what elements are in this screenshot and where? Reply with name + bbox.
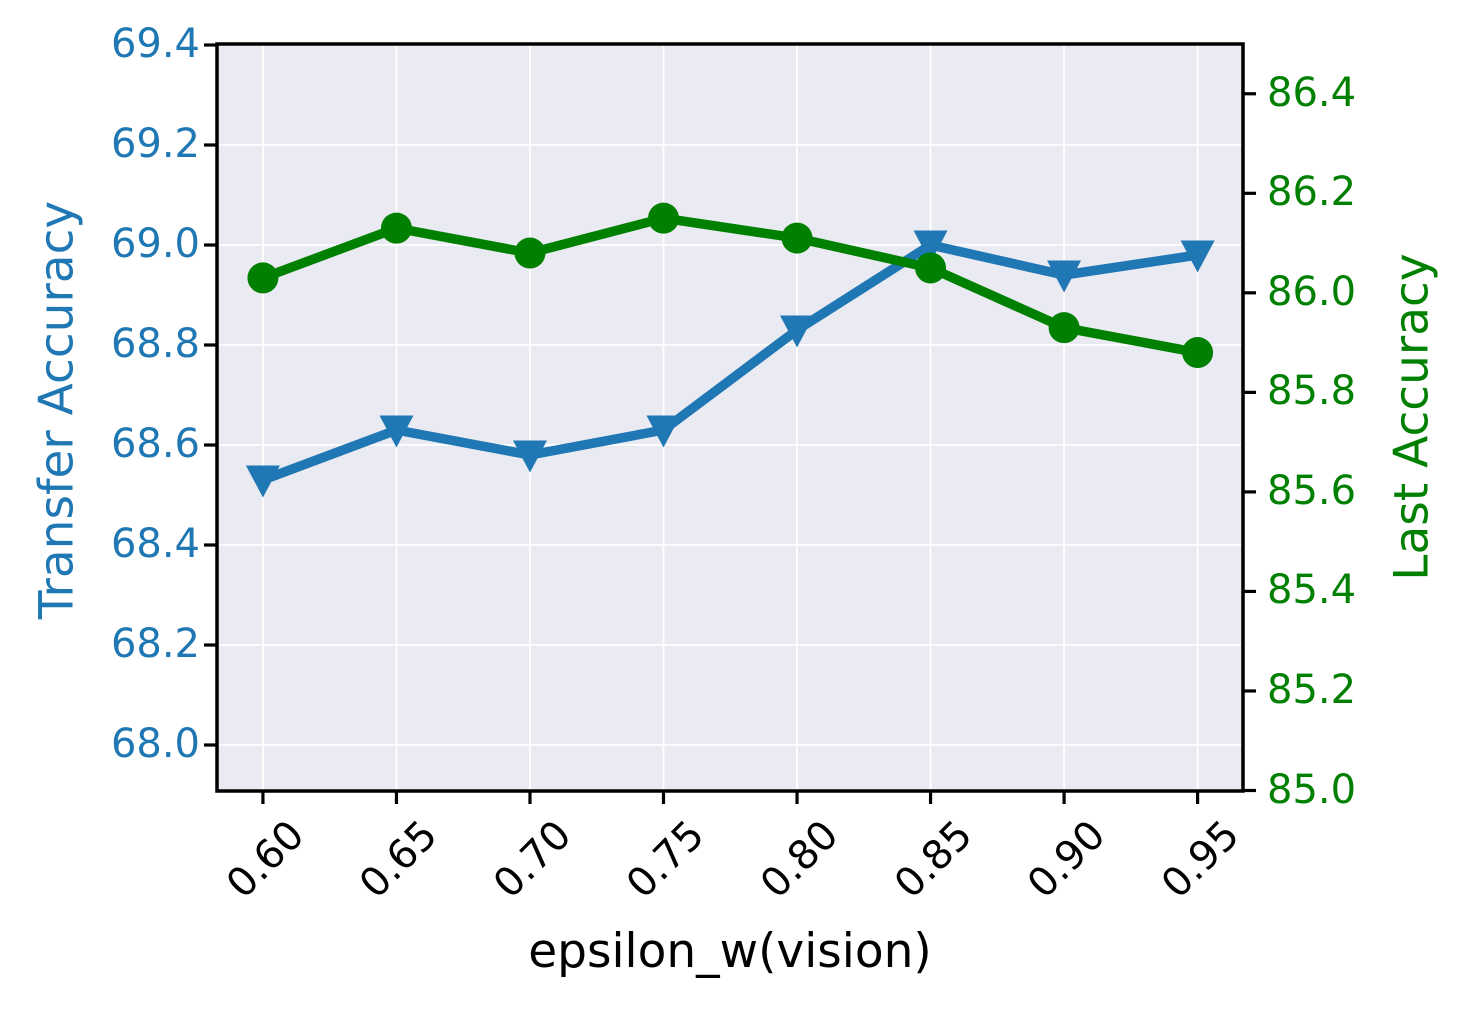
data-marker-triangle-down: [245, 465, 280, 498]
data-marker-circle: [514, 237, 546, 269]
series-line-last-accuracy: [258, 213, 1203, 358]
right-tick-label: 85.8: [1267, 368, 1357, 415]
series-line-transfer-accuracy: [258, 240, 1203, 485]
left-tick-label: 68.0: [110, 721, 200, 767]
data-marker-triangle-down: [1047, 260, 1082, 293]
right-tick-label: 86.2: [1267, 169, 1357, 216]
data-marker-triangle-down: [1180, 240, 1215, 273]
data-marker-triangle-down: [512, 440, 547, 473]
data-marker-triangle-down: [646, 415, 681, 448]
left-tick-label: 68.2: [110, 621, 200, 667]
data-marker-circle: [1182, 337, 1214, 369]
left-tick-label: 68.4: [110, 521, 200, 567]
data-marker-circle: [380, 212, 412, 244]
left-tick-label: 69.4: [110, 21, 200, 67]
data-marker-circle: [1048, 312, 1080, 344]
data-marker-triangle-down: [780, 315, 815, 348]
right-tick-label: 86.4: [1267, 69, 1357, 116]
left-axis-label: Transfer Accuracy: [29, 200, 85, 620]
right-tick-label: 85.4: [1267, 567, 1357, 614]
data-marker-circle: [648, 202, 680, 234]
left-tick-label: 68.8: [110, 321, 200, 367]
right-tick-label: 85.6: [1267, 467, 1357, 514]
left-tick-label: 68.6: [110, 421, 200, 467]
plot-background: [217, 44, 1243, 791]
left-tick-label: 69.0: [110, 221, 200, 267]
right-tick-label: 86.0: [1267, 268, 1357, 315]
data-marker-circle: [781, 222, 813, 254]
data-marker-triangle-down: [913, 230, 948, 263]
plot-spines: [215, 42, 1245, 793]
right-axis-label: Last Accuracy: [1384, 253, 1440, 581]
data-marker-circle: [915, 252, 947, 284]
right-tick-label: 85.2: [1267, 666, 1357, 713]
data-marker-triangle-down: [379, 415, 414, 448]
right-tick-label: 85.0: [1267, 766, 1357, 813]
x-axis-label: epsilon_w(vision): [528, 924, 932, 979]
data-marker-circle: [247, 262, 279, 294]
left-tick-label: 69.2: [110, 121, 200, 167]
